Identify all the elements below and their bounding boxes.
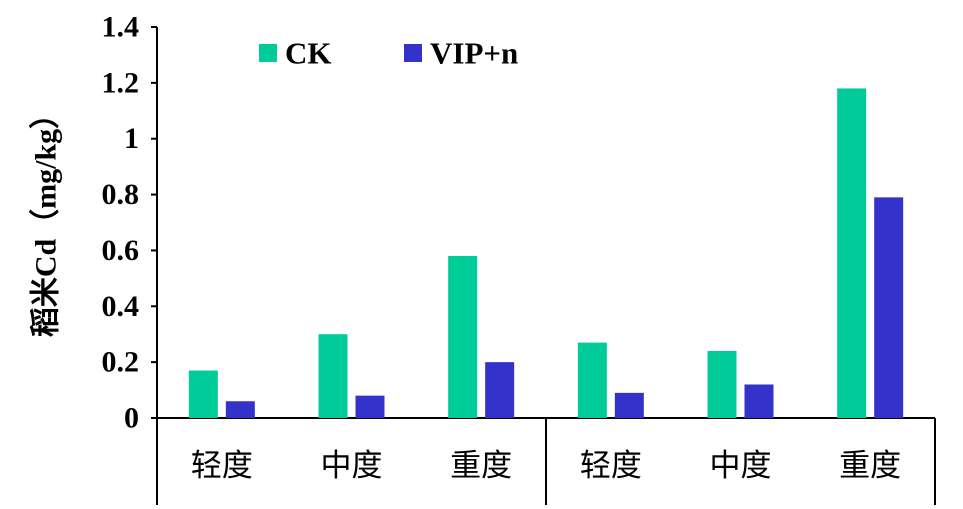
y-tick-label: 1.4 (102, 11, 140, 44)
y-axis-label: 稻米Cd（mg/kg） (29, 99, 63, 337)
bar-ck-1 (318, 334, 348, 418)
bar-vip-n-3 (614, 392, 644, 418)
bar-ck-5 (837, 88, 867, 418)
category-label: 轻度 (191, 448, 253, 484)
category-label: 轻度 (580, 448, 642, 484)
y-tick-label: 0 (124, 402, 139, 435)
bar-vip-n-5 (874, 197, 904, 418)
category-label: 重度 (839, 448, 901, 484)
bar-ck-0 (188, 370, 218, 418)
category-label: 中度 (710, 448, 772, 484)
category-label: 重度 (450, 448, 512, 484)
legend-label: VIP+n (430, 36, 518, 71)
bar-ck-4 (707, 350, 737, 418)
bar-vip-n-0 (225, 401, 255, 418)
plot-bars (188, 88, 904, 418)
x-axis: 轻度 中度 重度 轻度 中度 重度 (156, 417, 936, 505)
y-tick-label: 0.4 (102, 290, 140, 323)
y-tick-label: 0.2 (102, 346, 140, 379)
legend-swatch (404, 44, 422, 62)
category-label: 中度 (321, 448, 383, 484)
bar-vip-n-2 (485, 362, 515, 418)
y-tick-label: 0.6 (102, 234, 140, 267)
y-tick-label: 1.2 (102, 66, 140, 99)
legend-swatch (259, 44, 277, 62)
legend-label: CK (285, 36, 332, 71)
bar-vip-n-1 (355, 395, 385, 418)
bar-vip-n-4 (744, 384, 774, 418)
y-axis: 0 0.2 0.4 0.6 0.8 1 1.2 1.4 (102, 11, 158, 435)
bar-ck-2 (448, 256, 478, 418)
bar-ck-3 (577, 342, 607, 418)
y-tick-label: 1 (124, 122, 139, 155)
y-tick-label: 0.8 (102, 178, 140, 211)
legend: CK VIP+n (259, 36, 518, 71)
